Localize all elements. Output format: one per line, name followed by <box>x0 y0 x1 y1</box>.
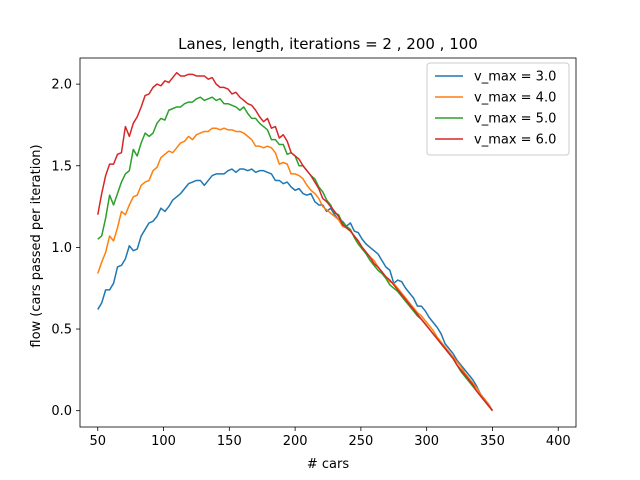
series-line-4 <box>97 71 494 412</box>
series-line-1 <box>97 168 494 412</box>
x-tick-label: 400 <box>546 434 571 449</box>
x-tick-label: 350 <box>480 434 505 449</box>
legend-box <box>426 62 570 156</box>
x-tick-label: 100 <box>151 434 176 449</box>
y-tick-label: 1.0 <box>51 241 72 256</box>
x-axis-label: # cars <box>307 457 349 472</box>
x-tick-label: 50 <box>89 434 106 449</box>
x-tick-label: 150 <box>217 434 242 449</box>
x-tick-label: 250 <box>348 434 373 449</box>
y-tick-label: 0.0 <box>51 404 72 419</box>
legend-label: v_max = 4.0 <box>474 91 556 106</box>
y-tick-label: 0.5 <box>51 323 72 338</box>
axes-frame <box>79 57 577 428</box>
x-tick-label: 200 <box>283 434 308 449</box>
legend-label: v_max = 6.0 <box>474 133 556 148</box>
y-tick-label: 1.5 <box>51 159 72 174</box>
legend-label: v_max = 3.0 <box>474 70 556 85</box>
legend-label: v_max = 5.0 <box>474 112 556 127</box>
chart-title: Lanes, length, iterations = 2 , 200 , 10… <box>178 35 478 53</box>
axes-layer: 50 100 150 200 250 300 350 400 0.0 0.5 1.0 1.5 2.0 <box>51 57 577 449</box>
y-tick-label: 2.0 <box>51 78 72 93</box>
y-axis-label: flow (cars passed per iteration) <box>29 144 44 347</box>
series-line-2 <box>97 127 494 412</box>
x-tick-label: 300 <box>414 434 439 449</box>
series-layer <box>97 71 494 412</box>
legend: v_max = 3.0 v_max = 4.0 v_max = 5.0 v_max =… <box>426 62 570 156</box>
